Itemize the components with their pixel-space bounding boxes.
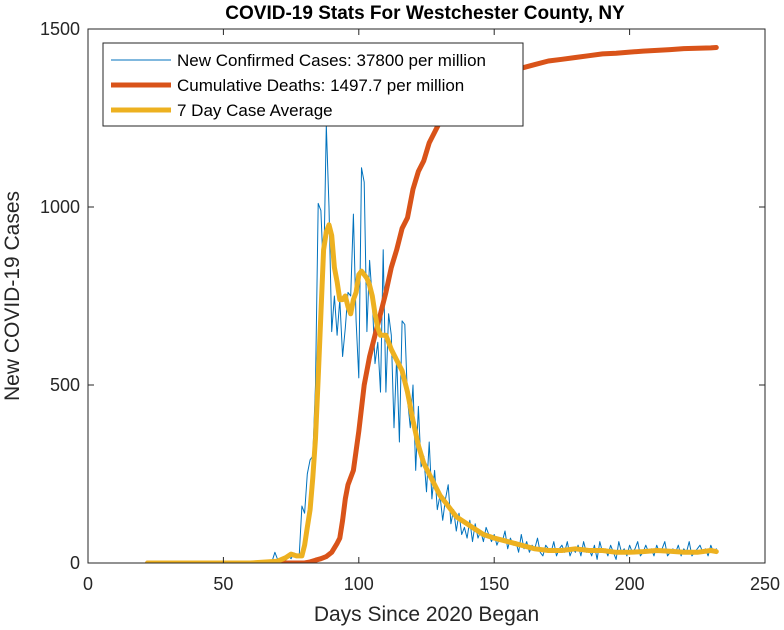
x-tick-label: 200	[615, 574, 645, 594]
y-tick-label: 0	[70, 553, 80, 573]
legend: New Confirmed Cases: 37800 per million Cu…	[102, 42, 524, 127]
legend-label-2: Cumulative Deaths: 1497.7 per million	[177, 76, 464, 95]
y-axis-label: New COVID-19 Cases	[1, 191, 24, 401]
series-line-2	[145, 45, 719, 563]
legend-box	[102, 42, 524, 127]
x-tick-label: 250	[750, 574, 780, 594]
x-tick-label: 100	[344, 574, 374, 594]
legend-label-1: New Confirmed Cases: 37800 per million	[177, 51, 486, 70]
series-line-3	[145, 222, 719, 563]
y-tick-label: 1500	[40, 19, 80, 39]
x-axis-label: Days Since 2020 Began	[314, 603, 539, 626]
y-tick-label: 500	[50, 375, 80, 395]
plot-frame	[87, 28, 766, 564]
y-tick-label: 1000	[40, 197, 80, 217]
chart-title: COVID-19 Stats For Westchester County, N…	[225, 3, 625, 24]
x-tick-label: 150	[479, 574, 509, 594]
x-tick-label: 50	[213, 574, 233, 594]
series-layer	[145, 45, 719, 563]
x-tick-label: 0	[83, 574, 93, 594]
legend-label-3: 7 Day Case Average	[177, 101, 333, 120]
ticks-layer: 0 50 100 150 200 250 0 500 1000 1500	[40, 19, 780, 594]
